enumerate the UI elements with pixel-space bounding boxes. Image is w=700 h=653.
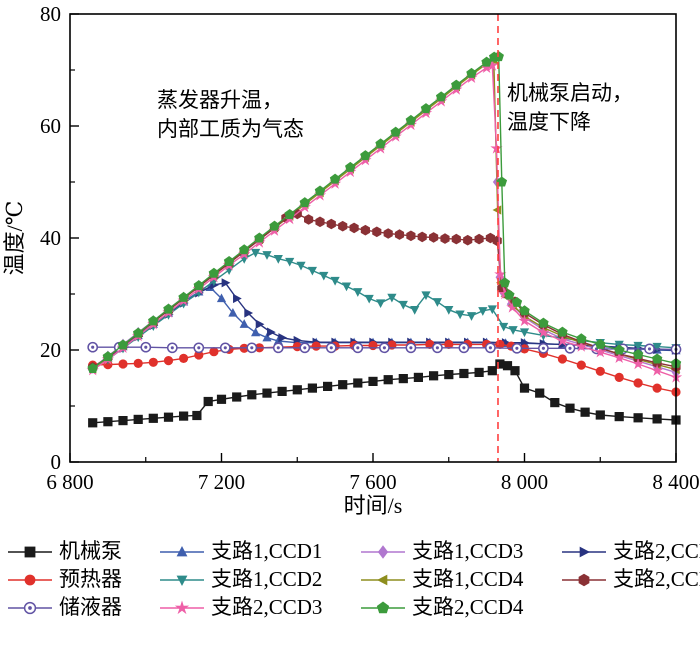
annotation-evaporator-line2: 内部工质为气态 [157, 117, 304, 141]
legend-marker-branch2-ccd3-icon [160, 600, 204, 614]
svg-text:40: 40 [40, 226, 61, 250]
legend-label-branch1-ccd2: 支路1,CCD2 [211, 567, 323, 592]
annotation-evaporator-line1: 蒸发器升温， [157, 88, 283, 112]
y-axis-label: 温度/℃ [2, 201, 27, 276]
svg-text:60: 60 [40, 114, 61, 138]
svg-text:80: 80 [40, 2, 61, 26]
svg-text:20: 20 [40, 338, 61, 362]
legend-item-branch1-ccd2: 支路1,CCD2 [158, 567, 357, 592]
legend-label-branch1-ccd3: 支路1,CCD3 [412, 539, 524, 563]
x-axis-label: 时间/s [344, 493, 403, 518]
svg-text:7 600: 7 600 [349, 470, 396, 494]
legend-marker-reservoir-icon [8, 601, 52, 614]
legend-marker-preheater-icon [8, 574, 52, 586]
legend-item-branch1-ccd4: 支路1,CCD4 [359, 567, 558, 592]
legend-marker-branch1-ccd2-icon [160, 575, 204, 586]
legend-label-reservoir: 储液器 [59, 595, 122, 620]
legend-marker-branch1-ccd4-icon [361, 574, 405, 586]
svg-text:8 400: 8 400 [652, 470, 699, 494]
legend-item-preheater: 预热器 [6, 567, 156, 592]
svg-text:8 000: 8 000 [501, 470, 548, 494]
legend-marker-branch2-ccd1-icon [562, 546, 606, 557]
annotation-pump-start-line1: 机械泵启动， [507, 81, 633, 105]
legend-marker-branch2-ccd2-icon [562, 573, 606, 586]
legend-marker-mechanical-pump-icon [8, 546, 52, 557]
legend-label-branch2-ccd1: 支路2,CCD1 [613, 539, 700, 563]
legend-label-branch1-ccd4: 支路1,CCD4 [412, 567, 524, 592]
legend-item-branch1-ccd3: 支路1,CCD3 [359, 539, 558, 563]
svg-text:0: 0 [51, 450, 62, 474]
svg-text:6 800: 6 800 [46, 470, 93, 494]
legend-label-branch2-ccd2: 支路2,CCD2 [613, 567, 700, 592]
legend-item-branch2-ccd1: 支路2,CCD1 [560, 539, 700, 563]
plot-frame [69, 13, 677, 463]
legend-item-branch2-ccd2: 支路2,CCD2 [560, 567, 700, 592]
legend-marker-branch1-ccd3-icon [361, 544, 405, 559]
legend-marker-branch1-ccd1-icon [160, 545, 204, 556]
legend-item-mechanical-pump: 机械泵 [6, 539, 156, 563]
plot-dynamic-layer: 6 800 7 200 7 600 8 000 8 400 0 20 40 60 80 [40, 2, 700, 494]
legend-label-branch2-ccd3: 支路2,CCD3 [211, 595, 323, 620]
annotation-pump-start-line2: 温度下降 [507, 110, 591, 134]
legend-label-preheater: 预热器 [59, 567, 122, 592]
legend-label-branch1-ccd1: 支路1,CCD1 [211, 539, 323, 563]
legend-label-branch2-ccd4: 支路2,CCD4 [412, 595, 524, 620]
svg-text:7 200: 7 200 [198, 470, 245, 494]
temperature-time-chart: 6 800 7 200 7 600 8 000 8 400 0 20 40 60 80 蒸发器升温… [2, 2, 700, 518]
legend-item-reservoir: 储液器 [6, 596, 156, 619]
legend-marker-branch2-ccd4-icon [361, 601, 405, 613]
legend-label-mechanical-pump: 机械泵 [59, 539, 122, 563]
legend: 机械泵 支路1,CCD1 支路1,CCD3 支路2,CCD1 预热器 支路1,CCD2 支路… [0, 528, 700, 619]
legend-item-branch1-ccd1: 支路1,CCD1 [158, 539, 357, 563]
legend-item-branch2-ccd3: 支路2,CCD3 [158, 596, 357, 619]
legend-item-branch2-ccd4: 支路2,CCD4 [359, 596, 558, 619]
